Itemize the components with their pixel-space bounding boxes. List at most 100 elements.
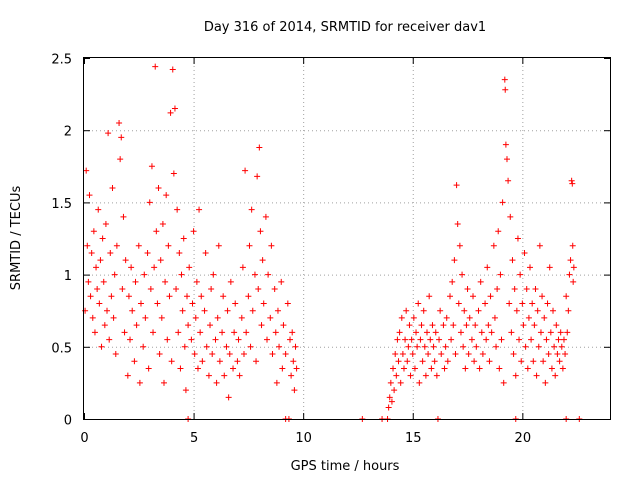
data-point [562, 351, 569, 358]
data-point [290, 358, 297, 365]
data-point [539, 293, 546, 300]
ticks-layer: 0 5 10 15 20 0 0.5 1 1.5 2 2.5 [51, 53, 610, 446]
data-point [488, 329, 495, 336]
grid-layer [84, 58, 610, 419]
data-point [525, 314, 532, 321]
data-point [94, 286, 101, 293]
data-point [269, 351, 276, 358]
data-point [502, 86, 509, 93]
data-point [119, 286, 126, 293]
data-point [408, 336, 415, 343]
data-point [284, 300, 291, 307]
data-point [271, 286, 278, 293]
data-point [91, 329, 98, 336]
data-point [82, 307, 89, 314]
data-point [410, 314, 417, 321]
data-point [184, 293, 191, 300]
data-point [477, 278, 484, 285]
data-point [519, 300, 526, 307]
data-point [527, 264, 534, 271]
data-point [564, 329, 571, 336]
data-point [544, 300, 551, 307]
data-point [83, 167, 90, 174]
data-point [265, 271, 272, 278]
data-point [194, 365, 201, 372]
data-point [276, 343, 283, 350]
data-point [537, 329, 544, 336]
data-point [131, 358, 138, 365]
data-point [101, 322, 108, 329]
data-point [522, 343, 529, 350]
data-point [256, 144, 263, 151]
data-point [260, 300, 267, 307]
data-point [536, 242, 543, 249]
data-point [470, 293, 477, 300]
data-point [167, 109, 174, 116]
data-point [421, 343, 428, 350]
data-point [413, 329, 420, 336]
data-point [493, 343, 500, 350]
data-point [182, 387, 189, 394]
data-point [257, 228, 264, 235]
data-point [459, 271, 466, 278]
data-point [454, 221, 461, 228]
data-point [487, 293, 494, 300]
data-point [456, 242, 463, 249]
data-point [443, 314, 450, 321]
data-point [452, 351, 459, 358]
data-point [523, 286, 530, 293]
data-point [542, 379, 549, 386]
data-point [181, 343, 188, 350]
data-point [96, 300, 103, 307]
data-point [117, 156, 124, 163]
data-point [533, 372, 540, 379]
data-point [415, 300, 422, 307]
data-point [292, 343, 299, 350]
data-point [404, 358, 411, 365]
data-point [198, 293, 205, 300]
data-point [570, 264, 577, 271]
data-point [450, 322, 457, 329]
data-point [426, 293, 433, 300]
data-point [272, 329, 279, 336]
data-point [465, 351, 472, 358]
data-point [440, 322, 447, 329]
data-point [541, 314, 548, 321]
y-tick-label: 0 [64, 414, 72, 429]
data-point [259, 257, 266, 264]
data-point [567, 257, 574, 264]
x-tick-label: 5 [190, 431, 198, 446]
data-point [124, 372, 131, 379]
data-point [148, 163, 155, 170]
data-point [524, 365, 531, 372]
data-point [405, 343, 412, 350]
data-point [157, 257, 164, 264]
data-point [262, 213, 269, 220]
data-point [501, 76, 508, 83]
data-point [112, 351, 119, 358]
data-point [227, 278, 234, 285]
data-point [475, 307, 482, 314]
data-point [485, 322, 492, 329]
data-point [547, 329, 554, 336]
data-point [247, 343, 254, 350]
data-point [530, 358, 537, 365]
data-point [240, 351, 247, 358]
data-point [177, 365, 184, 372]
data-point [558, 343, 565, 350]
data-point [267, 314, 274, 321]
data-point [407, 372, 414, 379]
data-point [122, 257, 129, 264]
data-point [188, 336, 195, 343]
data-point [209, 351, 216, 358]
data-point [466, 314, 473, 321]
data-point [548, 365, 555, 372]
data-point [166, 293, 173, 300]
data-point [517, 271, 524, 278]
data-point [482, 300, 489, 307]
data-point [528, 336, 535, 343]
data-point [163, 192, 170, 199]
data-point [147, 286, 154, 293]
data-point [136, 379, 143, 386]
